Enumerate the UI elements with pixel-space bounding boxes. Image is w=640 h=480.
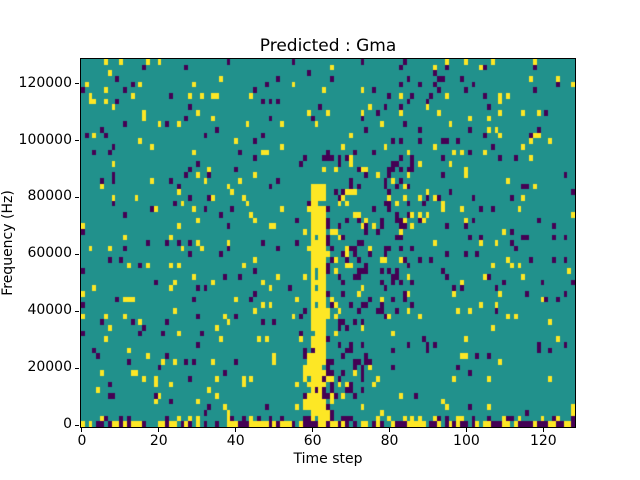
y-tick-mark [75, 196, 79, 198]
y-tick-label: 0 [63, 416, 72, 433]
y-tick-label: 120000 [18, 74, 72, 91]
y-tick-mark [75, 424, 79, 426]
x-tick-label: 100 [453, 433, 480, 449]
y-tick-label: 40000 [27, 302, 72, 319]
x-tick-label: 20 [149, 433, 168, 449]
y-tick-mark [75, 367, 79, 369]
y-tick-label: 60000 [27, 245, 72, 262]
x-tick-mark [389, 428, 391, 432]
x-tick-label: 40 [226, 433, 245, 449]
x-tick-mark [235, 428, 237, 432]
x-tick-label: 0 [77, 433, 87, 449]
x-tick-mark [312, 428, 314, 432]
y-tick-label: 80000 [27, 188, 72, 205]
x-axis-label: Time step [293, 451, 363, 467]
x-tick-label: 80 [380, 433, 399, 449]
x-tick-label: 60 [303, 433, 322, 449]
x-tick-mark [465, 428, 467, 432]
plot-area [80, 58, 576, 428]
x-tick-mark [542, 428, 544, 432]
y-tick-mark [75, 310, 79, 312]
y-tick-label: 100000 [18, 131, 72, 148]
x-tick-mark [81, 428, 83, 432]
chart-title: Predicted : Gma [259, 36, 397, 56]
y-tick-mark [75, 140, 79, 142]
heatmap-canvas [81, 59, 575, 427]
x-tick-mark [158, 428, 160, 432]
y-tick-label: 20000 [27, 359, 72, 376]
y-tick-mark [75, 83, 79, 85]
x-tick-label: 120 [529, 433, 557, 449]
y-tick-mark [75, 253, 79, 255]
y-axis-label: Frequency (Hz) [0, 190, 16, 296]
